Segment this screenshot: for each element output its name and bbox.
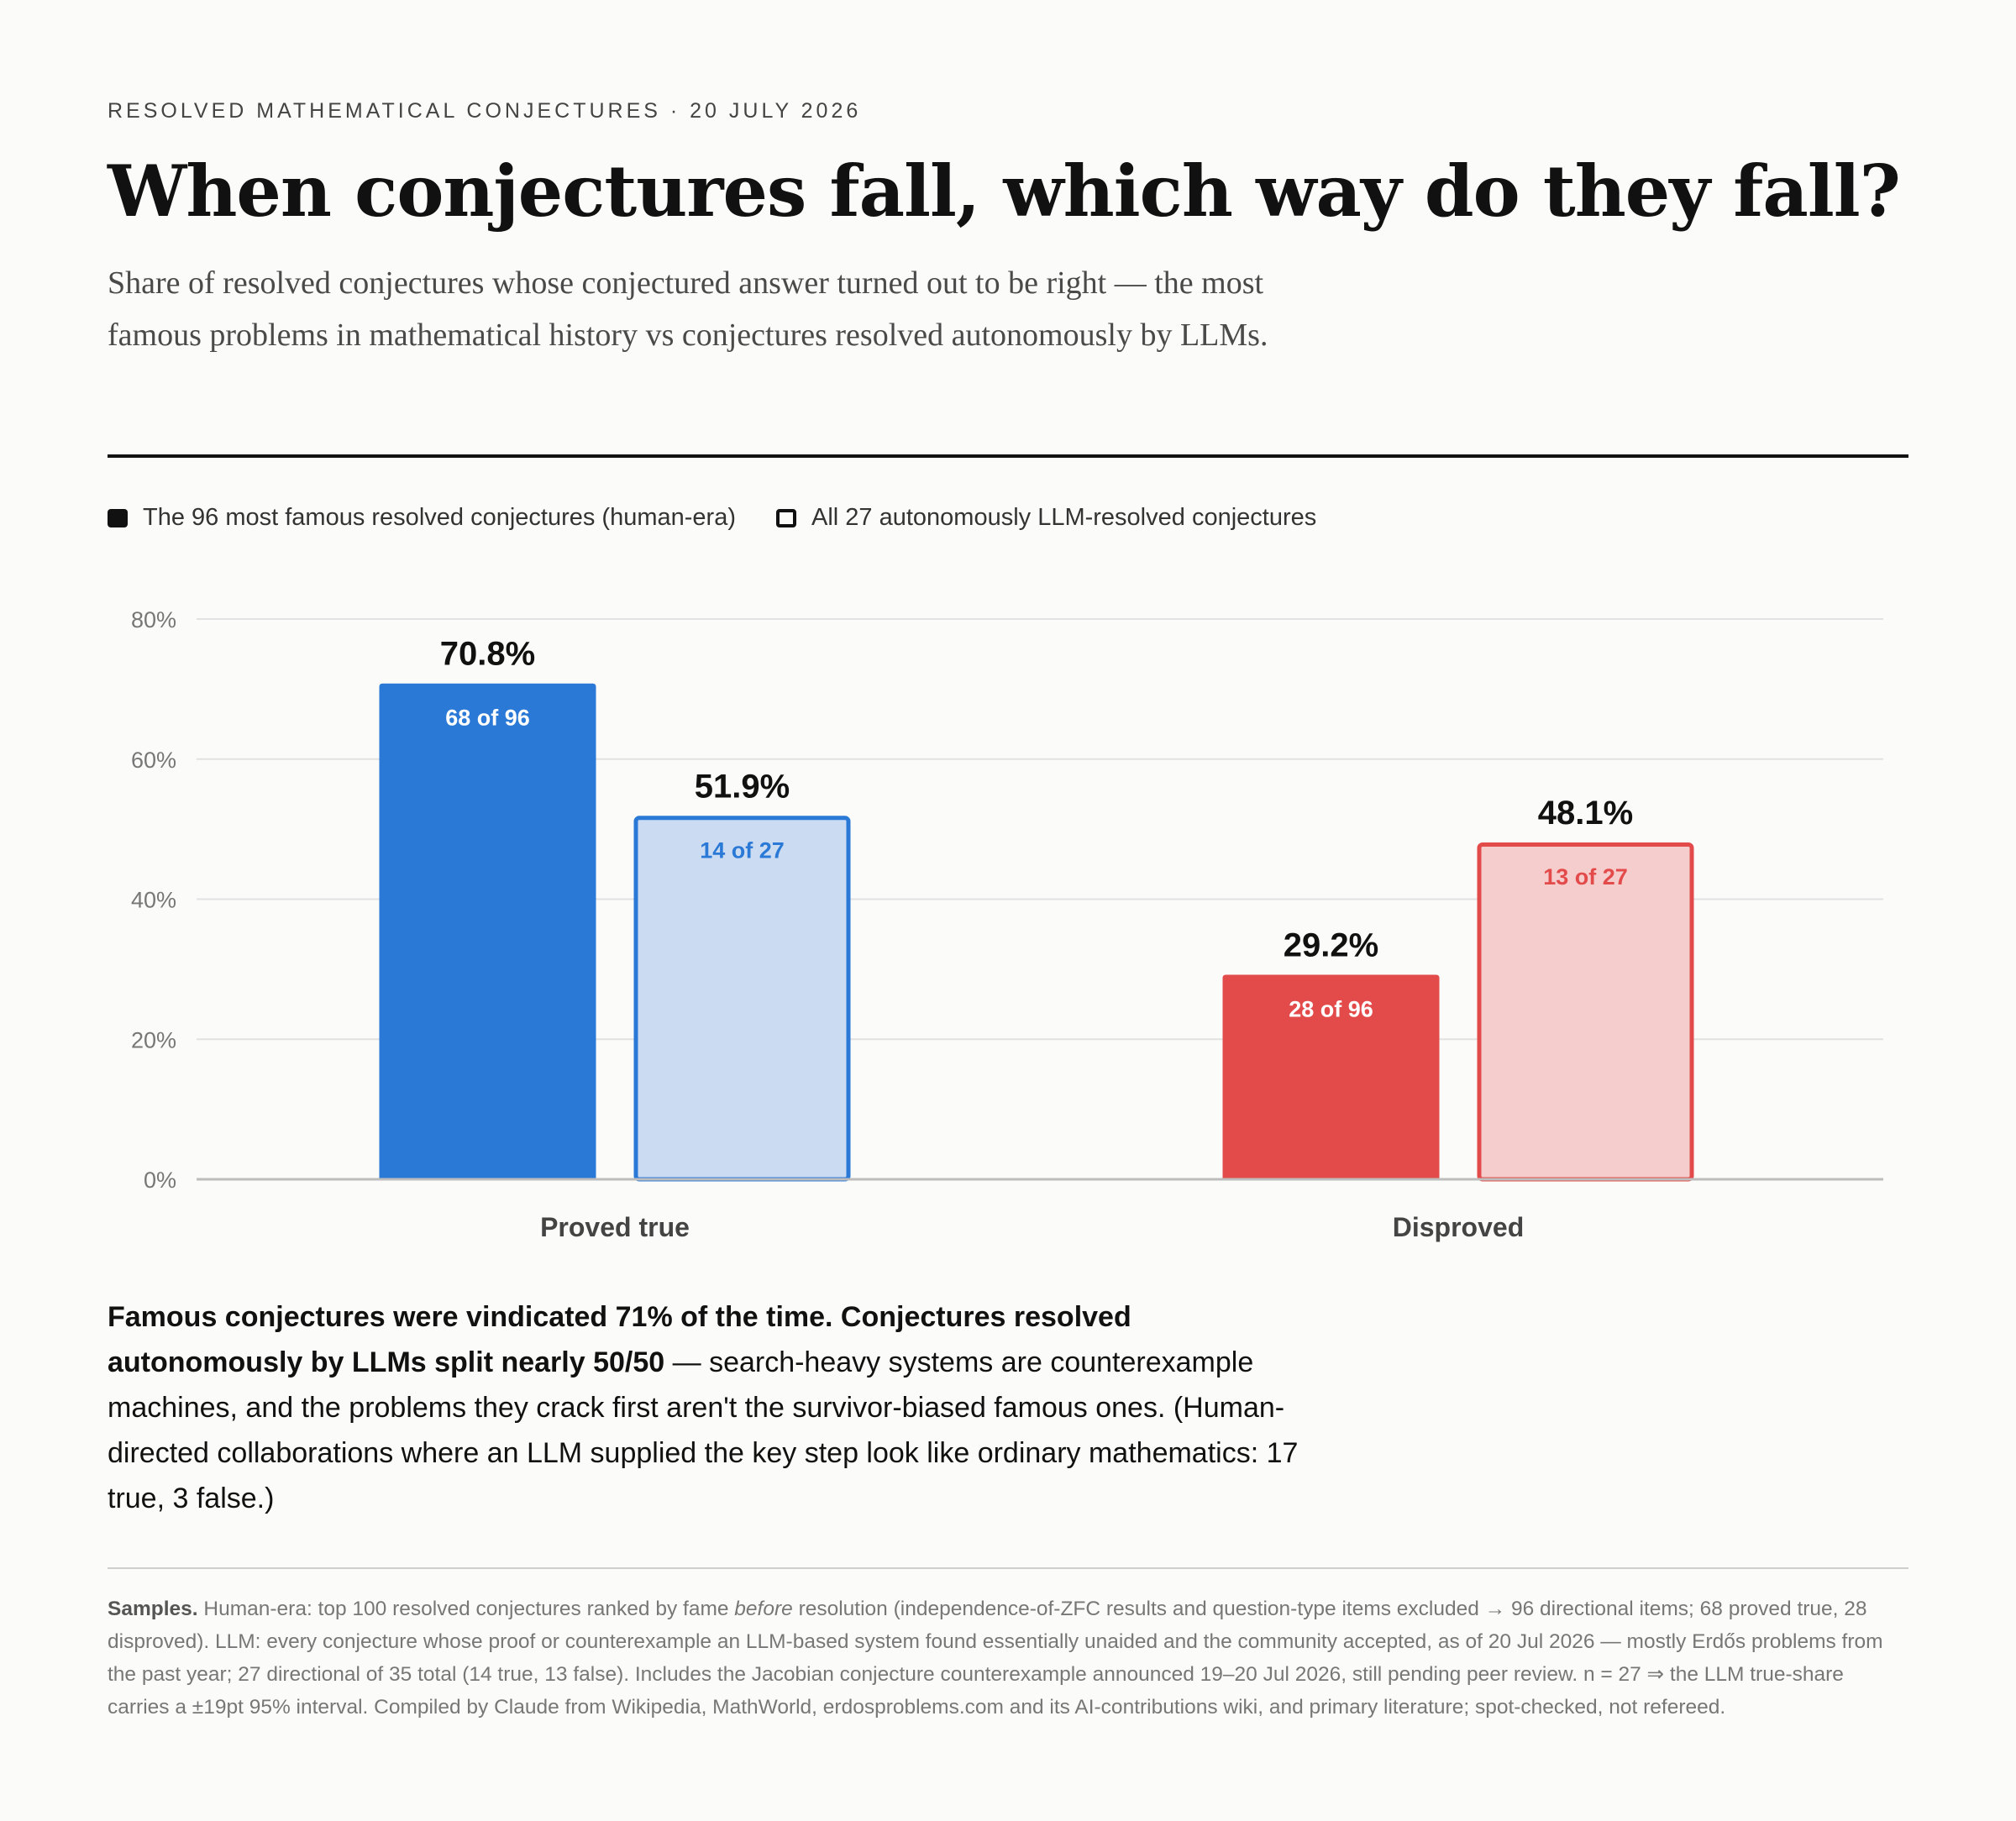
- legend-swatch-solid: [108, 508, 128, 527]
- legend-item-llm: All 27 autonomously LLM-resolved conject…: [775, 504, 1317, 532]
- bar-chart: 0% 20% 40% 60% 80% 70.8% 68 of 96 51.9% 14 of 27…: [131, 607, 1883, 1242]
- legend-item-human: The 96 most famous resolved conjectures …: [108, 504, 736, 532]
- bar-count-label: 13 of 27: [1543, 864, 1628, 890]
- divider: [108, 454, 1908, 458]
- bar-value-label: 29.2%: [1284, 927, 1378, 964]
- bar-count-label: 28 of 96: [1289, 997, 1373, 1022]
- subtitle: Share of resolved conjectures whose conj…: [108, 265, 1268, 353]
- bar: [1222, 974, 1440, 1179]
- takeaway: Famous conjectures were vindicated 71% o…: [108, 1294, 1334, 1521]
- bar-value-label: 51.9%: [695, 768, 790, 805]
- footnote-label: Samples.: [108, 1598, 198, 1620]
- footnote-emphasis: before: [734, 1598, 793, 1620]
- legend: The 96 most famous resolved conjectures …: [108, 504, 1357, 532]
- bar: [379, 683, 596, 1179]
- takeaway-bold: Famous conjectures were vindicated 71% o…: [108, 1301, 1131, 1378]
- bar-count-label: 68 of 96: [445, 706, 530, 731]
- page-title: When conjectures fall, which way do they…: [108, 150, 1901, 233]
- legend-swatch-outline: [775, 508, 796, 527]
- footnote-part1: Human-era: top 100 resolved conjectures …: [197, 1598, 735, 1620]
- bar-count-label: 14 of 27: [700, 837, 785, 863]
- y-tick-label: 0%: [144, 1168, 176, 1193]
- y-tick-label: 20%: [131, 1027, 176, 1052]
- legend-label-llm: All 27 autonomously LLM-resolved conject…: [811, 504, 1317, 531]
- takeaway-rest: — search-heavy systems are counterexampl…: [108, 1346, 1299, 1514]
- y-tick-label: 40%: [131, 888, 176, 913]
- bar: [633, 816, 851, 1182]
- y-tick-label: 80%: [131, 607, 176, 632]
- bar-value-label: 70.8%: [440, 636, 535, 673]
- x-category-label: Disproved: [1393, 1212, 1524, 1242]
- bar: [1477, 842, 1694, 1182]
- footnote: Samples. Human-era: top 100 resolved con…: [108, 1593, 1908, 1724]
- kicker: RESOLVED MATHEMATICAL CONJECTURES · 20 J…: [108, 99, 862, 123]
- footer-divider: [108, 1567, 1908, 1569]
- legend-label-human: The 96 most famous resolved conjectures …: [143, 504, 736, 531]
- bar-value-label: 48.1%: [1538, 795, 1633, 832]
- y-tick-label: 60%: [131, 748, 176, 773]
- x-category-label: Proved true: [540, 1212, 690, 1242]
- footnote-part2: resolution (independence-of-ZFC results …: [108, 1598, 1883, 1719]
